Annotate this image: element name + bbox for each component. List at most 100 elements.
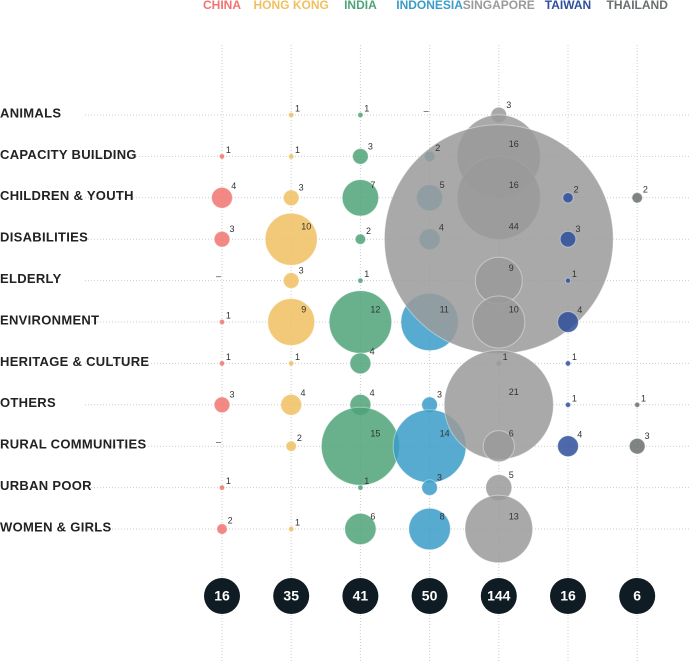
row-label: ANIMALS <box>0 105 61 120</box>
value-label: 21 <box>509 387 519 397</box>
value-label: 15 <box>370 429 380 439</box>
total-badge <box>204 578 240 614</box>
value-label: 4 <box>577 305 582 315</box>
value-label: 3 <box>368 141 373 151</box>
row-label: ENVIRONMENT <box>0 312 99 327</box>
bubble <box>472 295 526 349</box>
bubble <box>288 360 295 367</box>
value-label: 14 <box>440 429 450 439</box>
value-label: 1 <box>641 393 646 403</box>
value-label: 1 <box>364 269 369 279</box>
row-label: ELDERLY <box>0 271 62 286</box>
bubble <box>218 153 226 160</box>
value-label: – <box>424 105 429 115</box>
bubble <box>482 430 515 463</box>
bubble <box>213 230 231 248</box>
row-label: OTHERS <box>0 395 56 410</box>
bubble <box>408 507 451 551</box>
row-label: HERITAGE & CULTURE <box>0 354 149 369</box>
value-label: 2 <box>366 226 371 236</box>
total-badge <box>550 578 586 614</box>
value-label: 3 <box>645 431 650 441</box>
value-label: 4 <box>370 346 375 356</box>
value-label: 10 <box>301 222 311 232</box>
value-label: 1 <box>226 311 231 321</box>
bubble <box>631 192 643 204</box>
value-label: 2 <box>228 516 233 526</box>
bubble <box>285 440 297 452</box>
value-label: 5 <box>440 180 445 190</box>
value-label: 2 <box>435 143 440 153</box>
value-label: 8 <box>440 511 445 521</box>
bubbles <box>211 106 646 564</box>
total-label: 16 <box>214 588 230 604</box>
row-label: CHILDREN & YOUTH <box>0 188 134 203</box>
value-label: 10 <box>509 304 519 314</box>
value-label: 1 <box>295 104 300 114</box>
bubble <box>213 396 231 414</box>
total-badge <box>619 578 656 614</box>
bubble <box>564 277 572 284</box>
value-label: 3 <box>229 224 234 234</box>
value-label: 16 <box>509 139 519 149</box>
value-label: 9 <box>509 263 514 273</box>
bubble <box>267 298 316 346</box>
value-label: 11 <box>440 304 449 314</box>
bubble <box>634 401 641 408</box>
value-label: 7 <box>370 180 375 190</box>
value-label: 2 <box>297 433 302 443</box>
labels: ANIMALS CAPACITY BUILDING CHILDREN & YOUTH… <box>0 0 668 614</box>
row-label: RURAL COMMUNITIES <box>0 437 146 452</box>
value-label: 1 <box>364 476 369 486</box>
bubble <box>218 360 226 367</box>
value-label: 13 <box>509 511 519 521</box>
total-badge <box>342 578 379 614</box>
row-label: DISABILITIES <box>0 230 88 245</box>
bubble <box>562 192 574 204</box>
value-label: 1 <box>364 104 369 114</box>
value-label: 2 <box>574 185 579 195</box>
bubble <box>320 406 400 486</box>
value-label: 1 <box>572 352 577 362</box>
legend-label: HONG KONG <box>254 0 329 12</box>
legend-label: SINGAPORE <box>463 0 535 12</box>
bubble <box>564 401 572 408</box>
bubble <box>288 153 295 160</box>
total-badge <box>480 578 517 614</box>
bubble <box>328 290 393 354</box>
value-label: – <box>216 271 221 281</box>
bubble <box>557 311 579 333</box>
bubble <box>282 272 300 289</box>
value-label: 44 <box>509 222 519 232</box>
bubble <box>357 111 364 119</box>
bubble <box>354 233 367 245</box>
legend-label: CHINA <box>203 0 241 12</box>
value-label: 1 <box>226 476 231 486</box>
value-label: 1 <box>572 393 577 403</box>
bubble <box>288 111 295 119</box>
total-label: 16 <box>560 588 576 604</box>
bubble <box>218 318 226 326</box>
bubble <box>357 277 364 284</box>
total-label: 50 <box>422 588 438 604</box>
bubble <box>557 435 579 458</box>
value-label: 4 <box>231 181 236 191</box>
value-label: 4 <box>370 388 375 398</box>
value-label: 4 <box>439 222 444 232</box>
value-label: 3 <box>506 100 511 110</box>
bubble <box>218 484 226 491</box>
value-label: 3 <box>437 390 442 400</box>
value-label: 2 <box>643 185 648 195</box>
bubble <box>341 179 380 217</box>
total-badge <box>411 578 448 614</box>
legend-label: TAIWAN <box>545 0 591 12</box>
legend-label: INDIA <box>344 0 377 12</box>
bubble <box>559 230 577 248</box>
grid <box>85 45 690 662</box>
value-label: 3 <box>299 266 304 276</box>
value-label: 6 <box>509 429 514 439</box>
value-label: 12 <box>370 304 380 314</box>
bubble <box>288 525 295 533</box>
value-label: 1 <box>226 145 231 155</box>
value-label: 1 <box>295 352 300 362</box>
